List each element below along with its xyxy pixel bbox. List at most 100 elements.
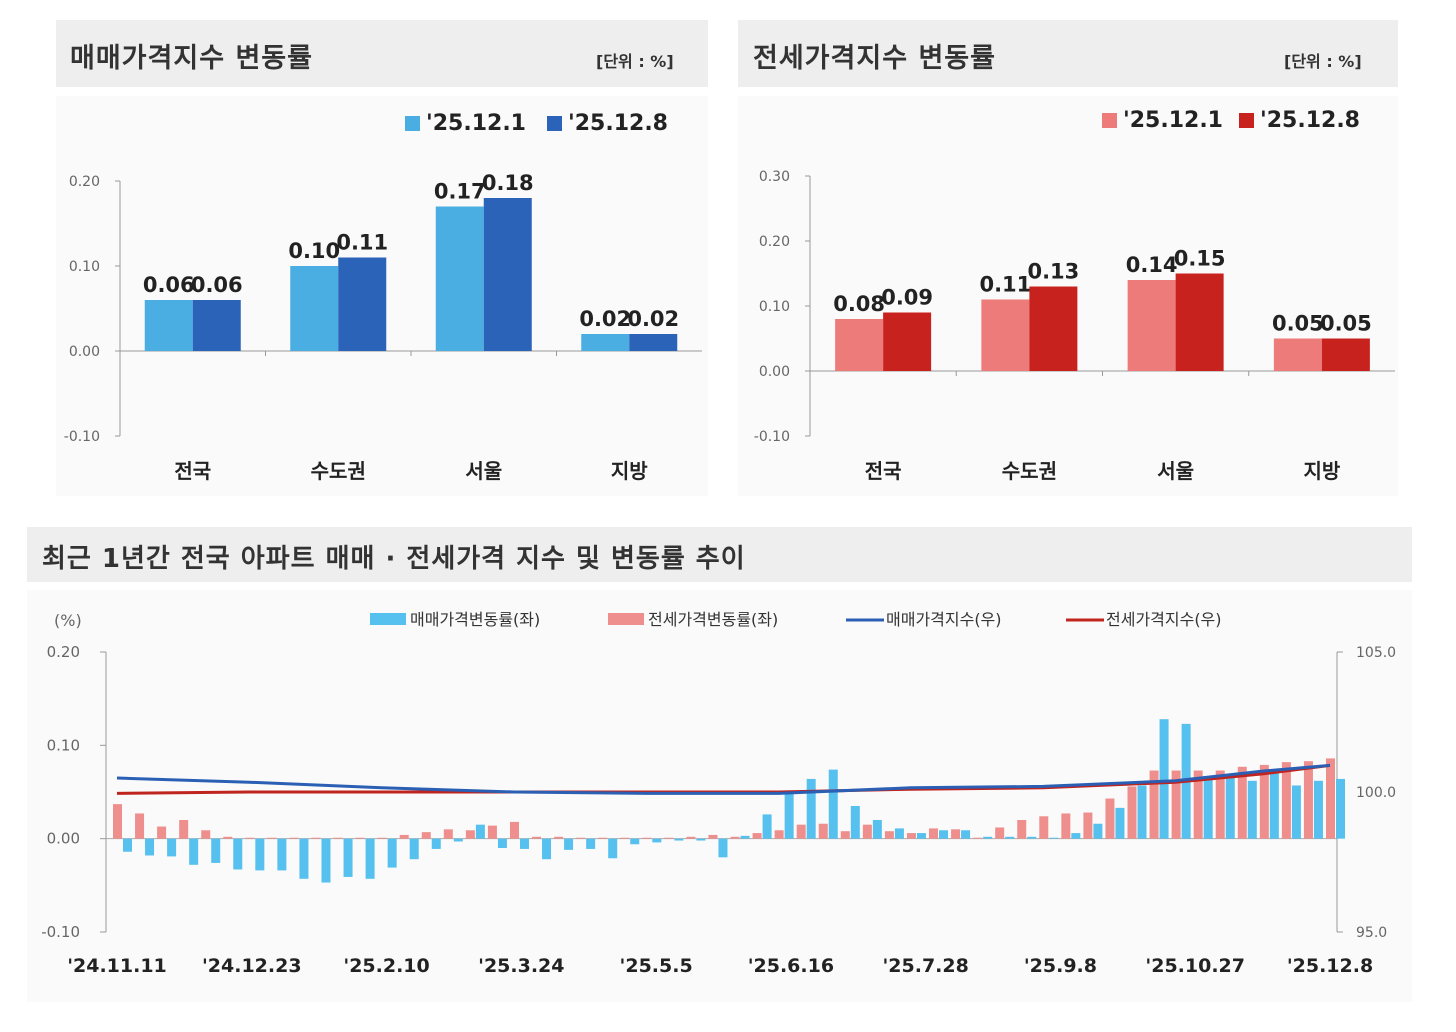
category-label: 서울 (1157, 459, 1194, 483)
jeonse-change-bar (884, 831, 894, 839)
jeonse-change-bar (929, 828, 939, 839)
jeonse-change-bar (333, 837, 343, 839)
jeonse-change-bar (840, 831, 850, 839)
sale-panel-unit: [단위 : %] (596, 52, 674, 71)
sale-panel-title: 매매가격지수 변동률 (70, 43, 313, 74)
bar-data-label: 0.05 (1272, 312, 1324, 336)
y-tick-label: 0.00 (759, 364, 790, 380)
sale-change-bar (696, 838, 706, 841)
jeonse-change-bar (157, 826, 167, 839)
jeonse-change-bar (620, 837, 630, 839)
jeonse-change-bar (818, 823, 828, 839)
jeonse-change-bar (1171, 770, 1181, 839)
left-y-tick-label: 0.00 (47, 830, 80, 848)
bar-prev (290, 266, 339, 351)
jeonse-change-bar (796, 824, 806, 839)
jeonse-change-bar (113, 804, 122, 839)
sale-panel-header (56, 20, 708, 87)
legend-label: 매매가격변동률(좌) (410, 610, 540, 629)
legend-label: '25.12.8 (1260, 108, 1360, 133)
sale-change-bar (872, 820, 882, 839)
sale-change-bar (255, 838, 265, 871)
x-tick-label: '25.9.8 (1024, 955, 1097, 977)
y-tick-label: -0.10 (64, 429, 100, 445)
jeonse-change-bar (1061, 813, 1071, 839)
x-tick-label: '25.2.10 (343, 955, 429, 977)
jeonse-change-bar (1105, 798, 1115, 839)
sale-change-bar (1093, 823, 1103, 839)
bar-data-label: 0.08 (833, 292, 885, 316)
trend-panel-title: 최근 1년간 전국 아파트 매매 · 전세가격 지수 및 변동률 추이 (42, 544, 746, 574)
sale-change-bar (718, 838, 728, 858)
jeonse-change-bar (201, 830, 211, 839)
jeonse-change-bar (443, 829, 453, 839)
bar-curr (338, 257, 387, 351)
x-tick-label: '24.12.23 (202, 955, 302, 977)
x-tick-label: '25.10.27 (1145, 955, 1245, 977)
y-tick-label: -0.10 (754, 429, 790, 445)
bar-curr (1029, 286, 1078, 371)
sale-change-bar (1247, 780, 1257, 839)
category-label: 서울 (465, 459, 502, 483)
sale-change-bar (762, 814, 772, 839)
sale-change-bar (1291, 785, 1301, 839)
sale-change-bar (894, 828, 904, 839)
jeonse-change-bar (399, 834, 409, 839)
legend-label: '25.12.1 (426, 111, 526, 136)
bar-data-label: 0.15 (1174, 247, 1226, 271)
jeonse-change-bar (642, 837, 652, 839)
jeonse-change-bar (730, 836, 740, 839)
legend-swatch (405, 116, 420, 131)
bar-data-label: 0.13 (1027, 260, 1079, 284)
trend-panel-header (27, 527, 1412, 582)
sale-change-bar (409, 838, 419, 860)
jeonse-change-bar (576, 837, 586, 839)
jeonse-change-bar (708, 834, 718, 839)
legend-swatch (1239, 113, 1254, 128)
jeonse-change-bar (1281, 762, 1291, 839)
x-tick-label: '25.6.16 (748, 955, 834, 977)
jeonse-change-bar (1215, 770, 1225, 839)
x-tick-label: '25.5.5 (620, 955, 693, 977)
sale-change-bar (1115, 807, 1125, 839)
x-tick-label: '24.11.11 (67, 955, 167, 977)
jeonse-change-bar (223, 836, 233, 839)
right-y-tick-label: 100.0 (1356, 785, 1396, 801)
sale-change-bar (365, 838, 375, 879)
sale-change-bar (1203, 776, 1213, 839)
sale-change-bar (299, 838, 309, 879)
legend-label: 매매가격지수(우) (886, 610, 1002, 629)
jeonse-index-line (116, 763, 1331, 795)
jeonse-change-bar (532, 836, 542, 839)
sale-change-bar (1137, 785, 1147, 839)
sale-change-bar (431, 838, 441, 849)
jeonse-change-bar (1193, 770, 1203, 839)
bar-prev (581, 334, 630, 351)
bar-data-label: 0.14 (1126, 253, 1178, 277)
jeonse-panel-title: 전세가격지수 변동률 (753, 43, 996, 74)
bar-prev (1127, 280, 1176, 371)
jeonse-change-bar (973, 837, 983, 839)
left-y-tick-label: -0.10 (41, 923, 80, 941)
sale-change-bar (961, 830, 971, 839)
category-label: 수도권 (311, 459, 366, 483)
jeonse-panel-unit: [단위 : %] (1284, 52, 1362, 71)
sale-change-bar (784, 793, 794, 839)
jeonse-change-bar (1039, 816, 1049, 839)
sale-change-bar (586, 838, 596, 849)
sale-change-bar (1005, 836, 1015, 839)
sale-change-bar (233, 838, 243, 870)
sale-change-bar (1269, 770, 1279, 839)
legend-label: '25.12.1 (1123, 108, 1223, 133)
right-y-tick-label: 105.0 (1356, 645, 1396, 661)
sale-index-line (116, 763, 1331, 795)
right-y-tick-label: 95.0 (1356, 925, 1387, 941)
sale-change-bar (674, 838, 684, 841)
y-tick-label: 0.10 (69, 259, 100, 275)
sale-change-bar (189, 838, 199, 865)
legend-swatch (370, 613, 406, 625)
jeonse-panel-header (738, 20, 1398, 87)
jeonse-change-bar (1326, 758, 1335, 839)
sale-change-bar (916, 833, 926, 839)
sale-change-bar (387, 838, 397, 868)
